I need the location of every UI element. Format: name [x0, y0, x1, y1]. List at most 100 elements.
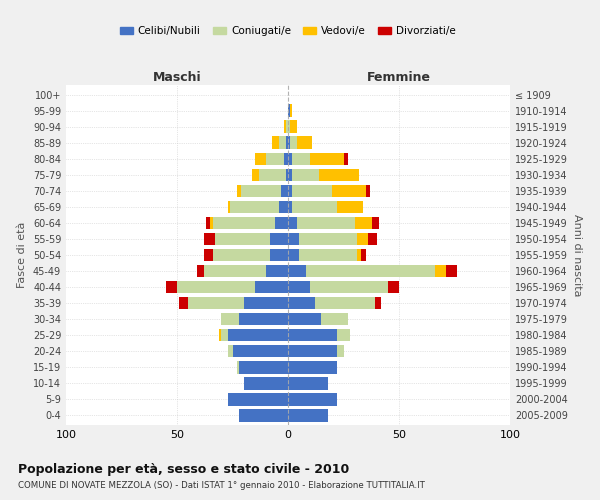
Bar	[239, 409, 288, 422]
Bar	[279, 200, 288, 213]
Bar	[288, 329, 337, 342]
Bar	[343, 152, 348, 165]
Bar	[244, 377, 288, 390]
Bar	[290, 120, 297, 133]
Bar	[237, 184, 241, 197]
Bar	[288, 232, 299, 245]
Bar	[197, 265, 203, 278]
Bar	[314, 297, 374, 310]
Bar	[288, 297, 314, 310]
Bar	[288, 200, 292, 213]
Bar	[366, 184, 370, 197]
Bar	[284, 120, 286, 133]
Bar	[288, 393, 337, 406]
Bar	[284, 152, 288, 165]
Bar	[288, 120, 290, 133]
Bar	[272, 136, 279, 149]
Bar	[292, 200, 337, 213]
Bar	[292, 168, 319, 181]
Bar	[228, 393, 288, 406]
Bar	[206, 216, 211, 229]
Bar	[230, 200, 279, 213]
Bar	[215, 232, 270, 245]
Bar	[288, 377, 328, 390]
Bar	[228, 345, 233, 358]
Bar	[179, 297, 188, 310]
Bar	[357, 232, 368, 245]
Bar	[297, 136, 313, 149]
Legend: Celibi/Nubili, Coniugati/e, Vedovi/e, Divorziati/e: Celibi/Nubili, Coniugati/e, Vedovi/e, Di…	[116, 22, 460, 40]
Bar	[288, 281, 310, 293]
Bar	[221, 329, 228, 342]
Bar	[288, 265, 306, 278]
Bar	[177, 281, 254, 293]
Bar	[292, 152, 310, 165]
Bar	[297, 216, 355, 229]
Bar	[288, 313, 322, 326]
Bar	[310, 152, 343, 165]
Bar	[266, 265, 288, 278]
Bar	[166, 281, 177, 293]
Bar	[288, 104, 290, 117]
Bar	[237, 361, 239, 374]
Bar	[219, 329, 221, 342]
Bar	[203, 265, 266, 278]
Bar	[288, 216, 297, 229]
Bar	[310, 281, 388, 293]
Y-axis label: Anni di nascita: Anni di nascita	[572, 214, 581, 296]
Bar	[203, 232, 215, 245]
Bar	[239, 361, 288, 374]
Bar	[259, 168, 286, 181]
Bar	[254, 281, 288, 293]
Bar	[292, 184, 332, 197]
Bar	[270, 248, 288, 262]
Bar	[434, 265, 446, 278]
Bar	[253, 168, 259, 181]
Bar	[203, 248, 212, 262]
Bar	[241, 184, 281, 197]
Bar	[361, 248, 366, 262]
Bar	[368, 232, 377, 245]
Bar	[212, 248, 270, 262]
Bar	[288, 168, 292, 181]
Bar	[337, 329, 350, 342]
Y-axis label: Fasce di età: Fasce di età	[17, 222, 27, 288]
Bar	[286, 168, 288, 181]
Bar	[446, 265, 457, 278]
Text: COMUNE DI NOVATE MEZZOLA (SO) - Dati ISTAT 1° gennaio 2010 - Elaborazione TUTTIT: COMUNE DI NOVATE MEZZOLA (SO) - Dati IST…	[18, 481, 425, 490]
Bar	[337, 345, 344, 358]
Bar	[281, 184, 288, 197]
Bar	[266, 152, 284, 165]
Bar	[288, 152, 292, 165]
Bar	[357, 248, 361, 262]
Bar	[306, 265, 434, 278]
Bar	[270, 232, 288, 245]
Text: Maschi: Maschi	[152, 71, 202, 84]
Bar	[210, 216, 212, 229]
Bar	[319, 168, 359, 181]
Bar	[255, 152, 266, 165]
Bar	[275, 216, 288, 229]
Bar	[337, 200, 364, 213]
Text: Popolazione per età, sesso e stato civile - 2010: Popolazione per età, sesso e stato civil…	[18, 462, 349, 475]
Bar	[290, 136, 297, 149]
Bar	[355, 216, 373, 229]
Bar	[332, 184, 366, 197]
Bar	[299, 248, 357, 262]
Bar	[373, 216, 379, 229]
Bar	[279, 136, 286, 149]
Bar	[288, 409, 328, 422]
Bar	[233, 345, 288, 358]
Bar	[388, 281, 399, 293]
Bar	[299, 232, 357, 245]
Bar	[288, 345, 337, 358]
Text: Femmine: Femmine	[367, 71, 431, 84]
Bar	[288, 361, 337, 374]
Bar	[288, 184, 292, 197]
Bar	[228, 329, 288, 342]
Bar	[212, 216, 275, 229]
Bar	[286, 136, 288, 149]
Bar	[188, 297, 244, 310]
Bar	[286, 120, 288, 133]
Bar	[239, 313, 288, 326]
